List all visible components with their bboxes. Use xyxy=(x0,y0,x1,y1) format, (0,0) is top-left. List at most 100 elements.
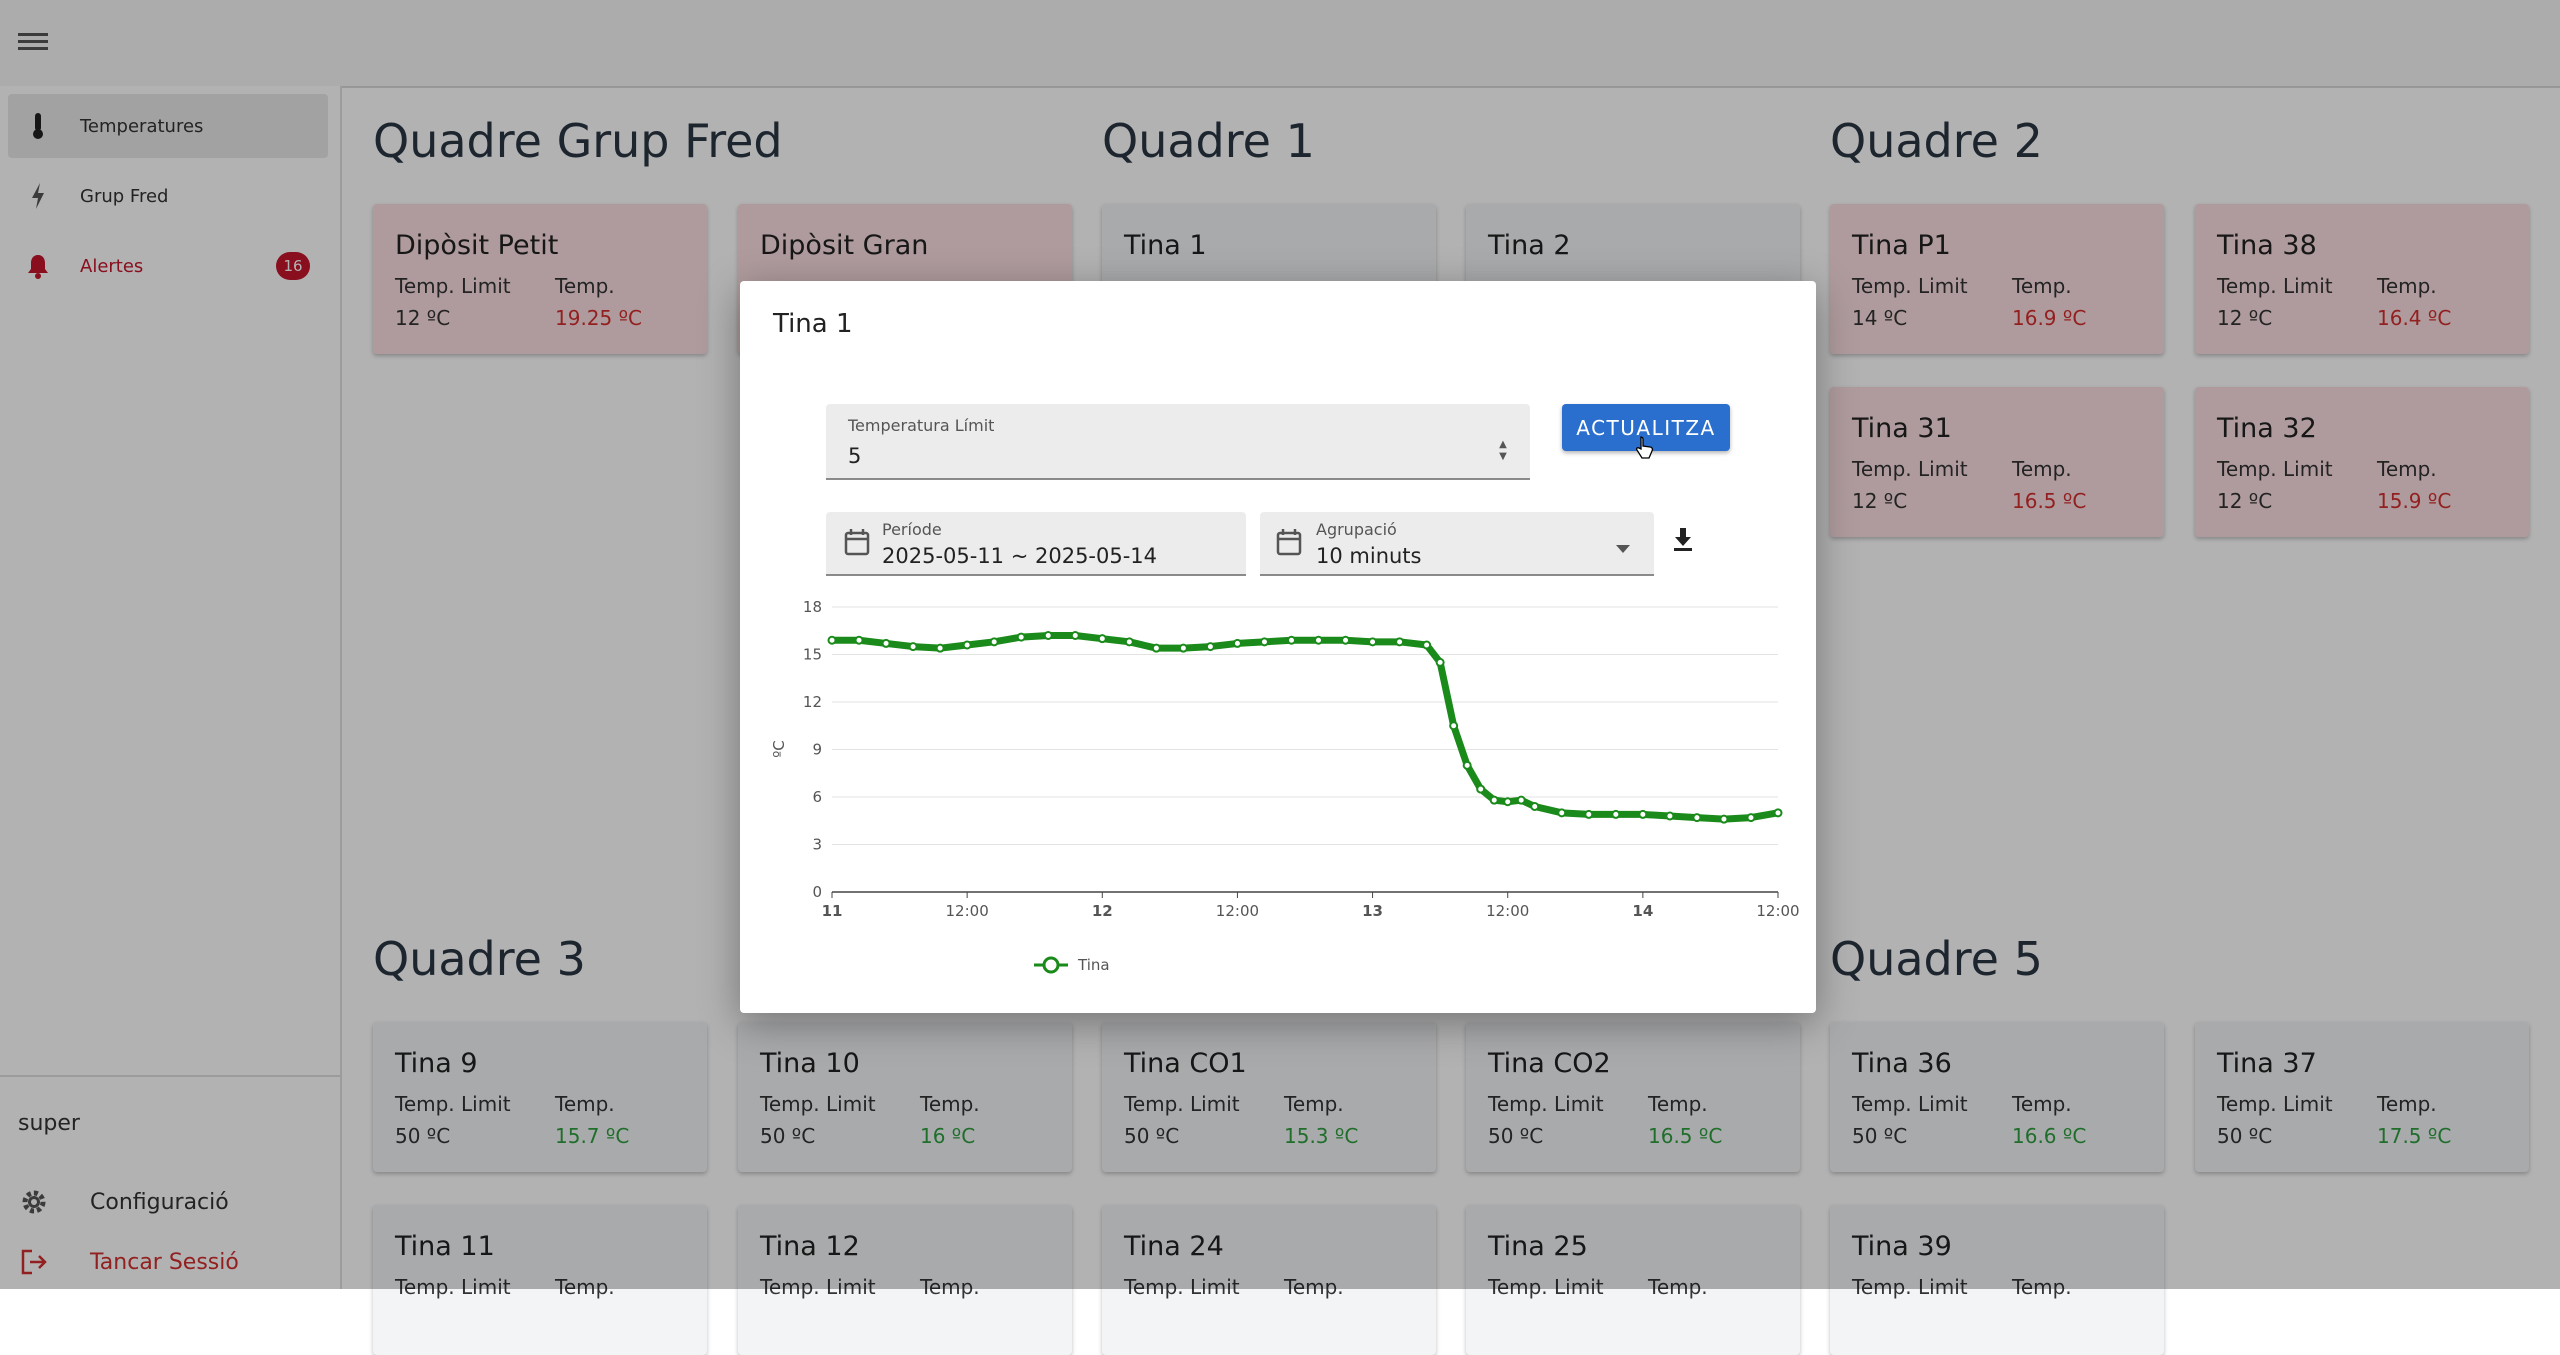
tank-card[interactable]: Tina 10 Temp. Limit Temp. 50 ºC 16 ºC xyxy=(738,1022,1072,1172)
legend-label: Tina xyxy=(1077,956,1110,974)
data-point xyxy=(1611,809,1621,819)
x-tick-label: 12:00 xyxy=(1756,902,1799,920)
sidebar-item-temperatures[interactable]: Temperatures xyxy=(8,94,328,158)
tank-name: Tina 31 xyxy=(1852,413,1952,444)
temp-label: Temp. xyxy=(2377,1092,2437,1116)
tank-card[interactable]: Tina P1 Temp. Limit Temp. 14 ºC 16.9 ºC xyxy=(1830,204,2164,354)
temp-label: Temp. xyxy=(2012,1092,2072,1116)
tank-name: Dipòsit Petit xyxy=(395,230,559,261)
legend[interactable]: Tina xyxy=(1034,956,1110,974)
tank-name: Tina CO1 xyxy=(1124,1048,1247,1079)
number-spinner-icon[interactable]: ▲ ▼ xyxy=(1499,439,1507,462)
data-point xyxy=(1178,643,1188,653)
update-button[interactable]: ACTUALITZA xyxy=(1562,404,1730,451)
thermometer-icon xyxy=(18,112,58,140)
section-title: Quadre Grup Fred xyxy=(373,114,783,168)
limit-label: Temp. Limit xyxy=(2217,274,2333,298)
dashboard: Quadre Grup Fred Quadre 1 Quadre 2 Quadr… xyxy=(340,86,2560,1355)
tank-name: Tina 32 xyxy=(2217,413,2317,444)
sidebar-item-alertes[interactable]: Alertes 16 xyxy=(8,234,328,298)
tank-card[interactable]: Tina 9 Temp. Limit Temp. 50 ºC 15.7 ºC xyxy=(373,1022,707,1172)
sidebar-item-label: Temperatures xyxy=(80,115,204,137)
sidebar-item-label: Alertes xyxy=(80,255,144,277)
data-point xyxy=(1286,635,1296,645)
grouping-select[interactable]: Agrupació 10 minuts xyxy=(1260,512,1654,576)
tank-card[interactable]: Tina 38 Temp. Limit Temp. 12 ºC 16.4 ºC xyxy=(2195,204,2529,354)
limit-label: Temp. Limit xyxy=(1852,274,1968,298)
x-tick-label: 13 xyxy=(1362,902,1383,920)
tank-card[interactable]: Tina CO1 Temp. Limit Temp. 50 ºC 15.3 ºC xyxy=(1102,1022,1436,1172)
logout-item[interactable]: Tancar Sessió xyxy=(0,1235,340,1289)
temp-value: 16 ºC xyxy=(920,1124,976,1148)
data-point xyxy=(854,635,864,645)
series-tina xyxy=(827,631,1783,824)
temp-label: Temp. xyxy=(2377,457,2437,481)
tank-card[interactable]: Tina 32 Temp. Limit Temp. 12 ºC 15.9 ºC xyxy=(2195,387,2529,537)
tank-name: Tina 10 xyxy=(760,1048,860,1079)
y-tick-label: 6 xyxy=(812,788,822,806)
data-point xyxy=(1692,813,1702,823)
tank-card[interactable]: Tina 36 Temp. Limit Temp. 50 ºC 16.6 ºC xyxy=(1830,1022,2164,1172)
tank-detail-dialog: Tina 1 Temperatura Límit 5 ▲ ▼ ACTUALITZA… xyxy=(740,281,1816,1013)
field-label: Temperatura Límit xyxy=(848,416,995,435)
tank-card[interactable]: Tina CO2 Temp. Limit Temp. 50 ºC 16.5 ºC xyxy=(1466,1022,1800,1172)
download-icon[interactable] xyxy=(1668,524,1698,554)
data-point xyxy=(1530,802,1540,811)
bolt-icon xyxy=(18,183,58,209)
tank-name: Tina 24 xyxy=(1124,1231,1224,1262)
tank-name: Tina 38 xyxy=(2217,230,2317,261)
y-tick-label: 15 xyxy=(803,646,822,664)
tank-card[interactable]: Tina 31 Temp. Limit Temp. 12 ºC 16.5 ºC xyxy=(1830,387,2164,537)
temp-label: Temp. xyxy=(1648,1092,1708,1116)
temp-value: 19.25 ºC xyxy=(555,306,643,330)
tank-card[interactable]: Tina 37 Temp. Limit Temp. 50 ºC 17.5 ºC xyxy=(2195,1022,2529,1172)
tank-name: Tina 25 xyxy=(1488,1231,1588,1262)
limit-label: Temp. Limit xyxy=(395,1092,511,1116)
tank-name: Tina 12 xyxy=(760,1231,860,1262)
y-tick-label: 3 xyxy=(812,836,822,854)
field-value: 10 minuts xyxy=(1316,544,1422,568)
data-point xyxy=(1449,721,1459,731)
field-value: 2025-05-11 ~ 2025-05-14 xyxy=(882,544,1158,568)
calendar-icon xyxy=(1276,528,1302,560)
bell-icon xyxy=(18,253,58,279)
temp-label: Temp. xyxy=(1284,1092,1344,1116)
menu-icon[interactable] xyxy=(18,29,48,53)
data-point xyxy=(935,643,945,653)
section-title: Quadre 5 xyxy=(1830,932,2043,986)
temp-value: 16.9 ºC xyxy=(2012,306,2087,330)
y-tick-label: 12 xyxy=(803,693,822,711)
period-field[interactable]: Període 2025-05-11 ~ 2025-05-14 xyxy=(826,512,1246,576)
limit-value: 50 ºC xyxy=(1124,1124,1180,1148)
limit-label: Temp. Limit xyxy=(760,1092,876,1116)
settings-item[interactable]: Configuració xyxy=(0,1175,340,1229)
limit-value: 50 ºC xyxy=(1488,1124,1544,1148)
data-point xyxy=(881,638,891,648)
limit-value: 50 ºC xyxy=(1852,1124,1908,1148)
chart-grid xyxy=(832,606,1778,893)
data-point xyxy=(1422,640,1432,650)
x-tick-label: 12:00 xyxy=(946,902,989,920)
tank-card[interactable]: Dipòsit Petit Temp. Limit Temp. 12 ºC 19… xyxy=(373,204,707,354)
app-bar xyxy=(0,0,2560,88)
limit-temperature-input[interactable]: Temperatura Límit 5 ▲ ▼ xyxy=(826,404,1530,480)
limit-value: 12 ºC xyxy=(395,306,451,330)
y-tick-label: 9 xyxy=(812,741,822,759)
limit-label: Temp. Limit xyxy=(2217,457,2333,481)
section-title: Quadre 2 xyxy=(1830,114,2043,168)
tank-name: Tina 2 xyxy=(1488,230,1571,261)
temp-value: 16.5 ºC xyxy=(1648,1124,1723,1148)
data-point xyxy=(1070,631,1080,640)
x-tick-label: 12 xyxy=(1092,902,1113,920)
data-point xyxy=(1638,809,1648,819)
sidebar-item-grup-fred[interactable]: Grup Fred xyxy=(8,164,328,228)
data-point xyxy=(1097,634,1107,644)
tank-name: Tina 39 xyxy=(1852,1231,1952,1262)
x-tick-label: 14 xyxy=(1632,902,1653,920)
data-point xyxy=(1584,809,1594,819)
mouse-cursor-icon xyxy=(1635,436,1654,464)
limit-label: Temp. Limit xyxy=(1852,1092,1968,1116)
y-axis-label: ºC xyxy=(770,740,788,758)
user-name: super xyxy=(18,1111,80,1136)
